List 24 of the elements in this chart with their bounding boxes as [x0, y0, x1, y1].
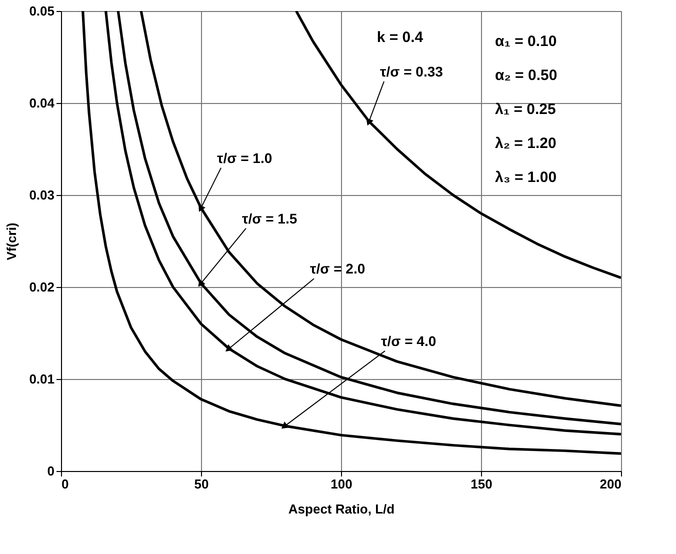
annotation: α₁ = 0.10 [495, 33, 557, 50]
y-tick-label: 0 [47, 464, 54, 478]
annotation: τ/σ = 4.0 [381, 332, 436, 349]
y-tick-label: 0.01 [29, 372, 54, 386]
y-axis-title: Vf(cri) [4, 222, 20, 260]
x-tick-label: 0 [62, 476, 69, 492]
y-tick-label: 0.03 [29, 188, 54, 202]
x-tick-label: 150 [470, 476, 492, 492]
annotation: α₂ = 0.50 [495, 67, 558, 84]
annotation: λ₃ = 1.00 [495, 169, 557, 186]
y-tick-label: 0.02 [29, 280, 54, 294]
annotation: τ/σ = 2.0 [310, 260, 366, 277]
annotation: τ/σ = 1.0 [217, 150, 272, 166]
x-tick-label: 50 [194, 476, 209, 492]
annotation: τ/σ = 0.33 [380, 63, 444, 80]
annotation: λ₂ = 1.20 [495, 135, 556, 152]
x-tick-label: 100 [330, 476, 352, 492]
y-tick-label: 0.05 [29, 4, 54, 18]
x-axis-title: Aspect Ratio, L/d [288, 502, 395, 516]
x-tick-label: 200 [600, 476, 622, 492]
y-tick-label: 0.04 [29, 96, 56, 110]
annotation: τ/σ = 1.5 [242, 210, 298, 226]
annotation: k = 0.4 [376, 29, 424, 46]
annotation: λ₁ = 0.25 [495, 101, 556, 118]
